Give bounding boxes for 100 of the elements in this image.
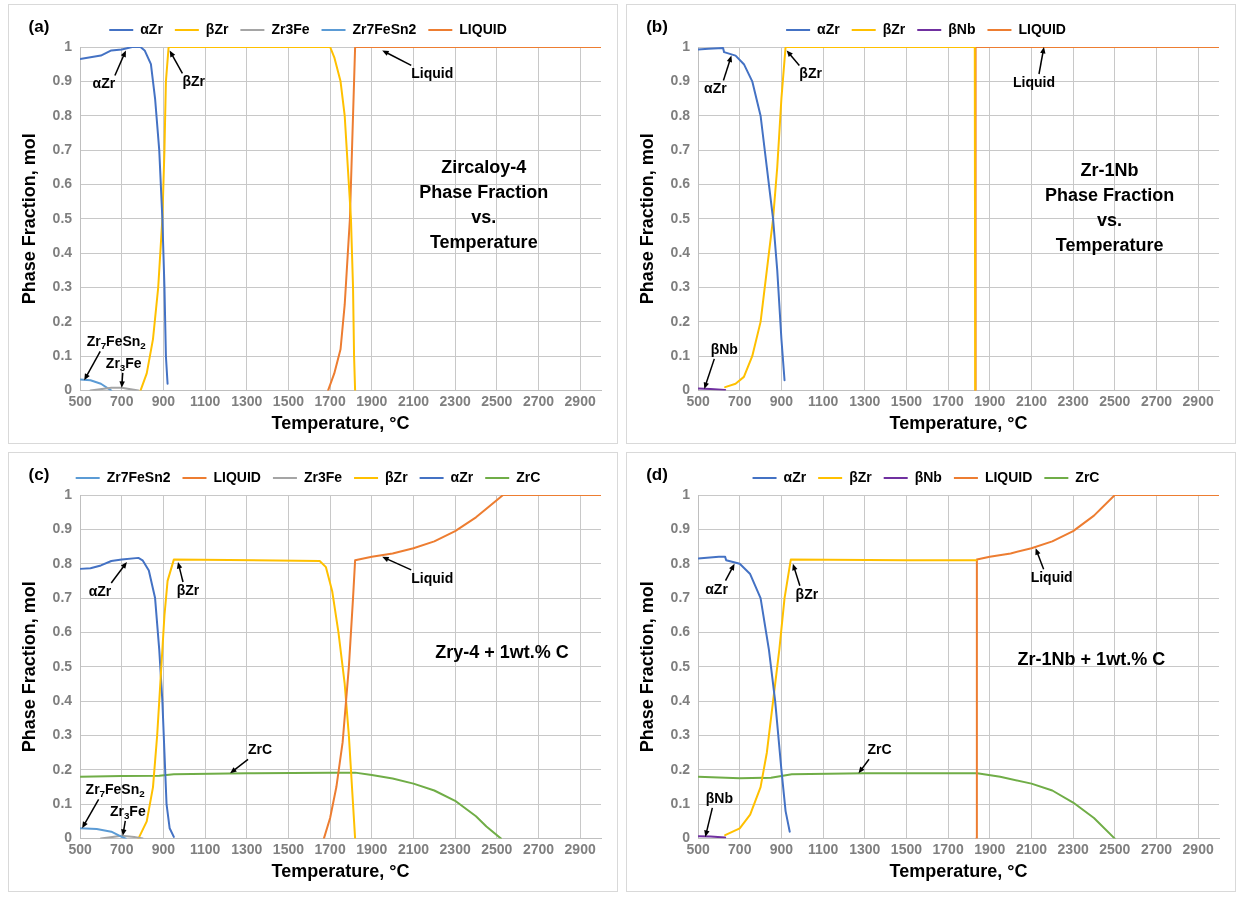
x-tick-label: 700 — [110, 840, 134, 857]
annotation: Zr-1Nb + 1wt.% C — [1017, 648, 1166, 669]
y-tick-label: 0.3 — [670, 278, 691, 295]
y-tick-label: 0.4 — [52, 244, 73, 261]
x-tick-label: 1500 — [890, 392, 923, 409]
x-tick-label: 1300 — [231, 392, 263, 409]
legend-label: βNb — [914, 468, 942, 485]
x-tick-label: 2300 — [439, 392, 471, 409]
y-tick-label: 0.4 — [670, 692, 691, 709]
x-tick-label: 1700 — [314, 392, 346, 409]
y-tick-label: 0.8 — [52, 554, 73, 571]
y-axis-title: Phase Fraction, mol — [636, 581, 657, 753]
x-tick-label: 1700 — [932, 392, 964, 409]
x-tick-label: 1900 — [974, 392, 1006, 409]
y-tick-label: 0.2 — [52, 760, 73, 777]
x-tick-label: 2900 — [1182, 392, 1214, 409]
x-tick-label: 900 — [151, 840, 176, 857]
x-tick-label: 1300 — [231, 840, 263, 857]
y-tick-label: 1 — [682, 485, 691, 502]
x-tick-label: 2100 — [1015, 840, 1048, 857]
legend-label: LIQUID — [459, 20, 507, 37]
text: (a) — [28, 16, 50, 36]
y-tick-label: 1 — [682, 37, 691, 54]
x-tick-label: 1500 — [890, 840, 923, 857]
x-axis-title: Temperature, °C — [889, 861, 1028, 882]
annotation: αZr — [92, 75, 116, 92]
y-tick-label: 0.6 — [52, 175, 73, 192]
legend-label: βZr — [849, 468, 873, 485]
y-tick-label: 0.1 — [670, 347, 691, 364]
annotation: βNb — [710, 340, 738, 357]
x-tick-label: 2100 — [397, 392, 430, 409]
x-tick-label: 700 — [728, 392, 752, 409]
legend-label: LIQUID — [984, 468, 1033, 485]
y-tick-label: 0.9 — [670, 520, 691, 537]
legend-label: βZr — [385, 468, 409, 485]
annotation: αZr — [88, 582, 112, 599]
x-tick-label: 1100 — [807, 840, 839, 857]
y-tick-label: 0.1 — [52, 347, 73, 364]
y-tick-label: 0.1 — [670, 795, 691, 812]
y-tick-label: 0.3 — [52, 278, 73, 295]
x-tick-label: 700 — [110, 392, 134, 409]
y-tick-label: 0.7 — [670, 140, 691, 157]
y-tick-label: 0.9 — [52, 72, 73, 89]
x-tick-label: 2700 — [522, 392, 555, 409]
x-tick-label: 1900 — [356, 392, 388, 409]
annotation: ZrC — [867, 741, 892, 758]
x-tick-label: 2500 — [481, 392, 513, 409]
y-tick-label: 0.6 — [52, 623, 73, 640]
legend-label: Zr3Fe — [303, 468, 343, 485]
y-tick-label: 1 — [64, 485, 73, 502]
annotation: Liquid — [1012, 73, 1055, 90]
x-tick-label: 2700 — [522, 840, 555, 857]
text: (b) — [646, 16, 668, 36]
y-tick-label: 0.9 — [670, 72, 691, 89]
annotation: βZr — [176, 581, 200, 598]
legend-label: βNb — [948, 20, 976, 37]
x-axis-title: Temperature, °C — [889, 413, 1028, 434]
annotation: βZr — [182, 73, 206, 90]
legend-label: Zr7FeSn2 — [352, 20, 417, 37]
x-tick-label: 2900 — [564, 840, 596, 857]
legend-label: Zr3Fe — [271, 20, 310, 37]
x-tick-label: 1100 — [189, 392, 221, 409]
legend-label: LIQUID — [213, 468, 261, 485]
legend-label: Zr7FeSn2 — [106, 468, 171, 485]
y-tick-label: 0.2 — [52, 312, 73, 329]
y-tick-label: 0.3 — [52, 726, 73, 743]
legend-label: ZrC — [1075, 468, 1100, 485]
x-tick-label: 2100 — [397, 840, 430, 857]
y-tick-label: 0.7 — [52, 140, 73, 157]
annotation: Zircaloy-4 Phase Fraction vs. Temperature — [419, 156, 549, 252]
y-tick-label: 0.2 — [670, 760, 691, 777]
x-tick-label: 1300 — [849, 840, 881, 857]
y-tick-label: 0.5 — [670, 209, 691, 226]
y-tick-label: 0.5 — [52, 657, 73, 674]
y-tick-label: 0.2 — [670, 312, 691, 329]
y-tick-label: 0.5 — [670, 657, 691, 674]
annotation: αZr — [705, 580, 729, 597]
x-tick-label: 2900 — [564, 392, 596, 409]
text: (c) — [28, 464, 50, 484]
x-tick-label: 2700 — [1140, 840, 1173, 857]
annotation: βZr — [795, 585, 819, 602]
x-tick-label: 2100 — [1015, 392, 1048, 409]
x-tick-label: 1900 — [356, 840, 388, 857]
x-tick-label: 1700 — [932, 840, 964, 857]
y-tick-label: 0.1 — [52, 795, 73, 812]
y-tick-label: 0.9 — [52, 520, 73, 537]
x-tick-label: 2300 — [1057, 840, 1089, 857]
y-tick-label: 0.5 — [52, 209, 73, 226]
annotation: Zr-1Nb Phase Fraction vs. Temperature — [1045, 159, 1175, 255]
x-tick-label: 2500 — [481, 840, 513, 857]
annotation: αZr — [704, 80, 728, 97]
annotation: Liquid — [411, 569, 454, 586]
y-tick-label: 0.4 — [670, 244, 691, 261]
y-tick-label: 0.8 — [670, 554, 691, 571]
legend-label: αZr — [783, 468, 807, 485]
annotation: ZrC — [248, 741, 273, 758]
x-axis-title: Temperature, °C — [271, 413, 410, 434]
x-tick-label: 2500 — [1099, 840, 1131, 857]
x-tick-label: 2700 — [1140, 392, 1173, 409]
x-tick-label: 1900 — [974, 840, 1006, 857]
